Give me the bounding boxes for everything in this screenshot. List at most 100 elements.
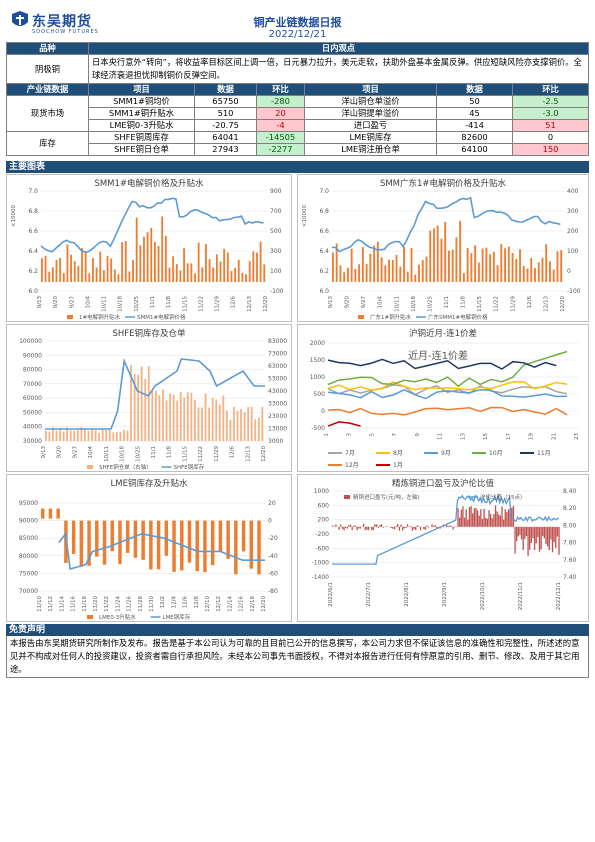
x-tick-label: 11/28	[138, 596, 144, 612]
bar	[501, 506, 503, 527]
bar	[158, 395, 161, 441]
item-name: SHFE铜日仓单	[88, 143, 195, 156]
y-tick-label: 2000	[310, 340, 325, 347]
bar	[398, 526, 401, 531]
bar	[377, 526, 379, 528]
y2-tick-label: 7.80	[563, 540, 577, 547]
series-line	[40, 197, 264, 253]
bar	[80, 427, 83, 441]
y-tick-label: 50000	[23, 409, 42, 416]
bar	[395, 525, 397, 527]
x-tick-label: 11/8	[166, 296, 172, 309]
bar	[349, 524, 352, 527]
bar	[345, 526, 347, 528]
bar	[208, 407, 210, 441]
x-tick-label: 11/1	[444, 296, 450, 308]
x-tick-label: 12/20	[261, 596, 267, 612]
legend-swatch	[344, 495, 350, 499]
x-tick-label: 2022/7/1	[366, 582, 372, 607]
y-tick-label: -600	[315, 545, 329, 552]
x-tick-label: 9/27	[69, 296, 75, 309]
legend-label: 广东1#铜升贴水	[370, 313, 412, 321]
bar	[504, 509, 506, 527]
y-tick-label: 70000	[19, 588, 38, 595]
bar	[105, 430, 108, 441]
bar	[59, 257, 62, 282]
bar	[132, 260, 134, 282]
bar	[533, 526, 536, 550]
x-tick-label: 11/8	[167, 446, 173, 459]
report-title: 铜产业链数据日报	[253, 16, 342, 29]
y-tick-label: 200	[318, 517, 330, 524]
x-tick-label: 11/18	[82, 596, 88, 612]
bar	[545, 244, 548, 282]
col-header: 环比	[512, 83, 589, 96]
bar	[448, 250, 450, 282]
bar	[128, 271, 131, 282]
axis-unit: ×10000	[302, 205, 308, 228]
bar	[504, 248, 506, 282]
y2-tick-label: 13000	[268, 426, 287, 433]
report-header: 东吴期货 SOOCHOW FUTURES 铜产业链数据日报 2022/12/21	[6, 6, 589, 42]
bar	[95, 520, 99, 557]
bar	[542, 526, 544, 536]
y-tick-label: 85000	[19, 535, 38, 542]
bar	[346, 526, 348, 529]
bar	[530, 526, 532, 543]
bar	[351, 526, 353, 531]
y2-tick-label: 7.40	[563, 574, 577, 581]
y-tick-label: 7.0	[319, 188, 329, 195]
bar	[229, 419, 232, 441]
bar	[390, 526, 392, 528]
chart-lme: LME铜库存及升贴水 95000 90000 85000 80000 75000 70000…	[6, 474, 292, 622]
report-date: 2022/12/21	[268, 29, 327, 40]
bar	[62, 273, 65, 282]
bar	[263, 264, 266, 282]
x-tick-label: 5	[369, 433, 375, 437]
y2-tick-label: -60	[268, 570, 278, 577]
x-tick-label: 9/13	[41, 446, 47, 459]
series-line	[331, 196, 561, 253]
bar	[201, 407, 203, 441]
x-tick-label: 12/13	[245, 446, 251, 462]
chart-shfe: SHFE铜库存及仓单 100000 90000 80000 70000 60000 5000…	[6, 324, 292, 472]
bar	[530, 257, 533, 282]
bar	[141, 520, 145, 560]
bar	[548, 526, 550, 551]
variety-name: 阴极铜	[6, 54, 89, 84]
legend-label: 7月	[345, 450, 355, 457]
y-tick-label: 6.2	[319, 268, 329, 275]
bar	[254, 419, 257, 441]
bar	[538, 526, 541, 552]
x-tick-label: 23	[574, 433, 580, 440]
bar	[365, 263, 368, 282]
x-tick-label: 10/18	[118, 296, 124, 312]
bar	[150, 227, 153, 282]
bar	[552, 269, 555, 282]
y2-tick-label: 20	[268, 500, 276, 507]
legend-swatch	[358, 315, 364, 319]
bar	[143, 236, 145, 282]
bar	[234, 267, 237, 282]
bar	[219, 261, 222, 282]
x-tick-label: 13	[460, 433, 466, 440]
bar	[144, 378, 147, 441]
y-tick-label: 100000	[19, 338, 42, 345]
bar	[92, 258, 94, 282]
y-tick-label: 1500	[310, 357, 325, 364]
bar	[169, 393, 171, 441]
bar	[155, 390, 157, 441]
x-tick-label: 10/18	[411, 296, 417, 312]
legend-label: 10月	[489, 450, 503, 457]
item-value: 82600	[436, 131, 513, 144]
x-tick-label: 2022/8/1	[404, 582, 410, 607]
bar	[470, 506, 472, 527]
bar	[525, 526, 528, 537]
bar	[117, 274, 120, 282]
bar	[69, 430, 72, 441]
bar	[403, 526, 405, 529]
bar	[459, 220, 462, 282]
data-table: 产业链数据 项目 数据 环比 项目 数据 环比 现货市场 SMM1#铜均价 65750 -280 洋山…	[6, 83, 589, 156]
bar	[335, 524, 337, 527]
bar	[522, 526, 524, 550]
